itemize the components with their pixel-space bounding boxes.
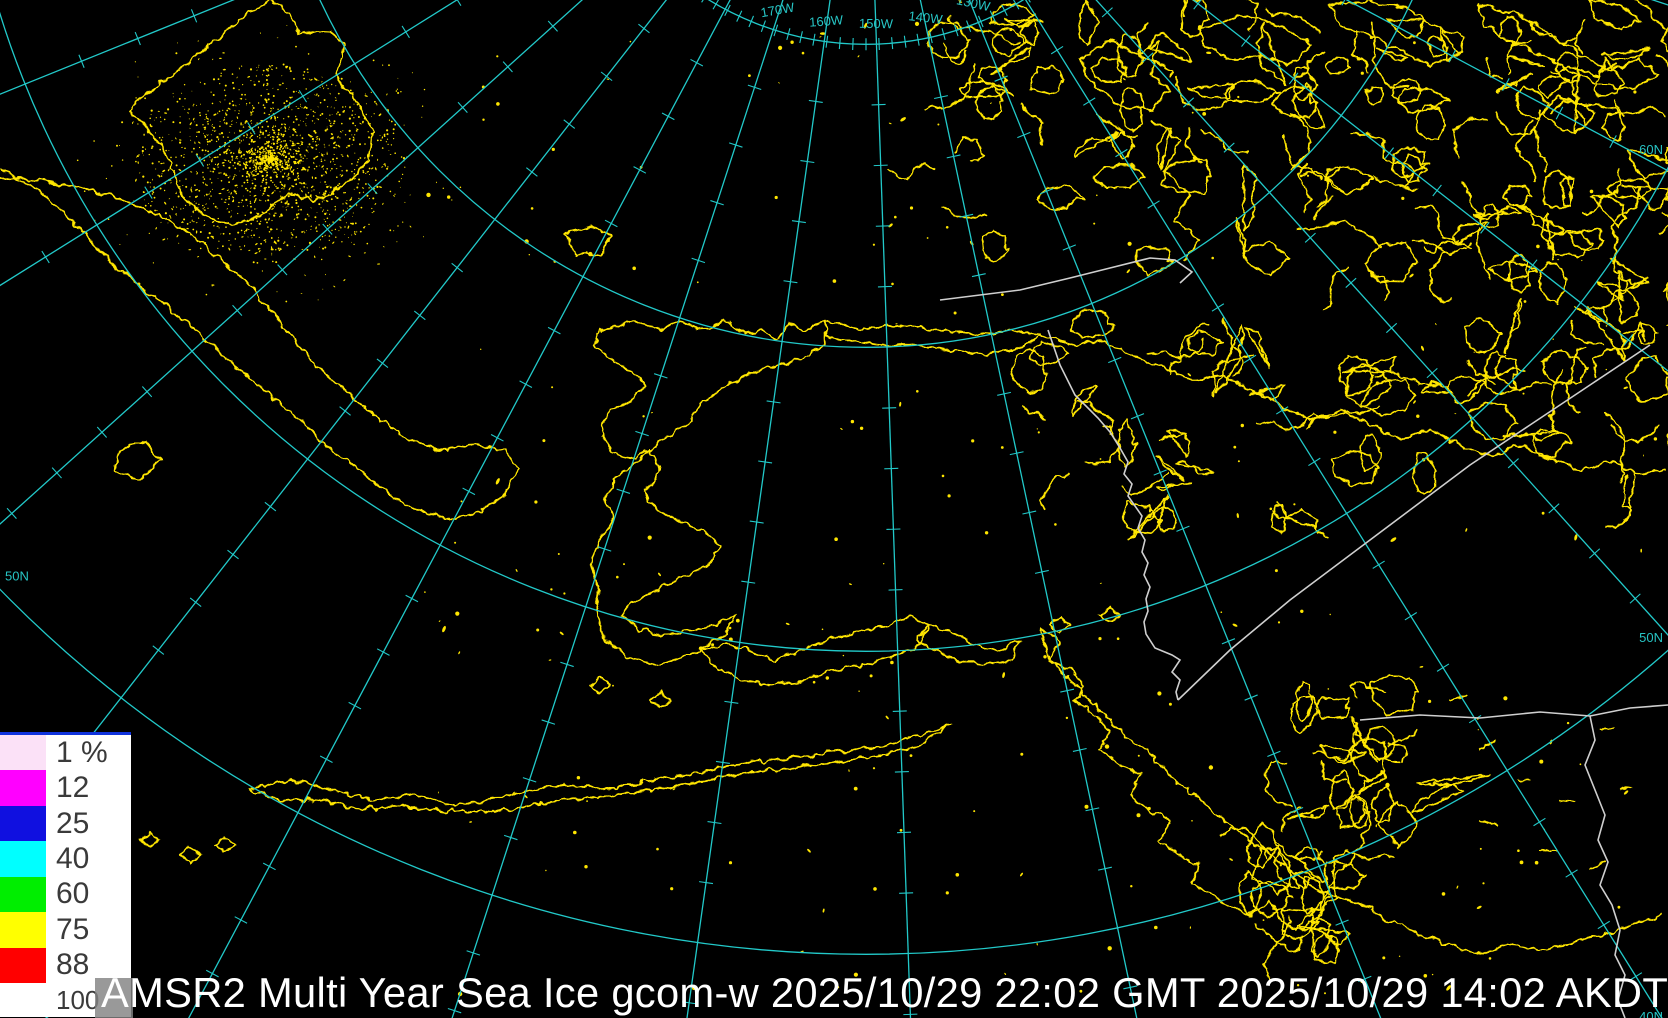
svg-text:60N: 60N bbox=[1639, 142, 1663, 157]
svg-text:50N: 50N bbox=[5, 568, 29, 583]
svg-text:150W: 150W bbox=[859, 16, 894, 32]
svg-text:50N: 50N bbox=[1639, 630, 1663, 645]
svg-text:160W: 160W bbox=[809, 12, 845, 30]
